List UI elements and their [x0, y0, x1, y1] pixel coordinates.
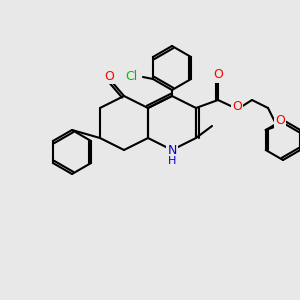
Text: O: O [104, 70, 114, 83]
Text: O: O [232, 100, 242, 113]
Text: H: H [168, 156, 176, 166]
Text: O: O [213, 68, 223, 82]
Text: O: O [275, 115, 285, 128]
Text: N: N [167, 143, 177, 157]
Text: Cl: Cl [125, 70, 137, 83]
